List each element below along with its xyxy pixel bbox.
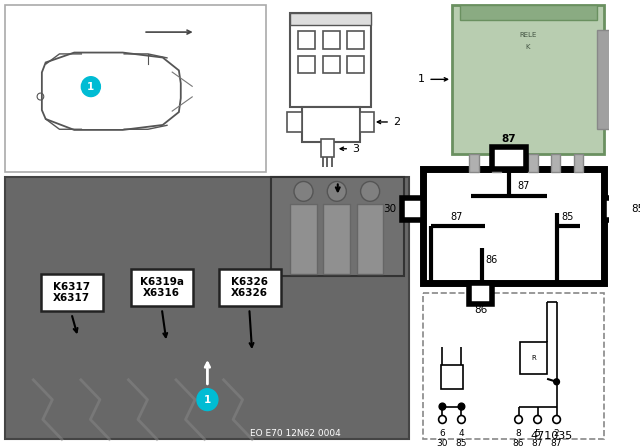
Bar: [348, 56, 364, 73]
Text: 3: 3: [353, 144, 359, 154]
Bar: [298, 56, 315, 73]
Bar: [323, 56, 340, 73]
Circle shape: [554, 379, 559, 385]
Circle shape: [534, 415, 541, 423]
Bar: [4, 177, 409, 439]
Text: RELE: RELE: [520, 32, 537, 38]
Bar: [469, 154, 479, 172]
Circle shape: [81, 77, 100, 97]
Bar: [298, 31, 315, 48]
Bar: [551, 154, 561, 172]
Bar: [290, 204, 317, 274]
Text: K6317
X6317: K6317 X6317: [52, 282, 90, 303]
Circle shape: [197, 389, 218, 410]
Circle shape: [553, 415, 561, 423]
Text: 87: 87: [451, 212, 463, 222]
Bar: [348, 31, 364, 48]
Text: 85: 85: [631, 204, 640, 214]
Bar: [492, 147, 526, 168]
Polygon shape: [42, 52, 180, 130]
Bar: [290, 13, 371, 107]
Bar: [469, 283, 492, 305]
Text: 30: 30: [383, 204, 397, 214]
Text: 85: 85: [562, 212, 574, 222]
Circle shape: [294, 181, 313, 201]
Bar: [424, 168, 604, 283]
Text: 4: 4: [459, 429, 464, 438]
Text: 5: 5: [534, 429, 540, 438]
Bar: [131, 269, 193, 306]
Bar: [440, 365, 463, 389]
Circle shape: [438, 415, 446, 423]
Text: 8: 8: [516, 429, 522, 438]
Bar: [219, 269, 281, 306]
Text: 87: 87: [551, 439, 563, 448]
Bar: [596, 30, 618, 129]
Bar: [356, 204, 383, 274]
Bar: [323, 204, 350, 274]
Circle shape: [458, 403, 465, 410]
Circle shape: [439, 403, 445, 410]
Text: 86: 86: [474, 306, 487, 315]
Text: 87: 87: [532, 439, 543, 448]
Text: 1: 1: [87, 82, 95, 92]
Text: 1: 1: [204, 395, 211, 405]
Bar: [403, 198, 424, 220]
Bar: [460, 5, 596, 20]
Bar: [271, 177, 404, 276]
Text: 6: 6: [440, 429, 445, 438]
Text: 87: 87: [517, 181, 529, 191]
Text: K6319a
X6316: K6319a X6316: [140, 277, 184, 298]
Text: K6326
X6326: K6326 X6326: [231, 277, 268, 298]
Circle shape: [458, 415, 465, 423]
Bar: [360, 112, 374, 132]
Bar: [4, 5, 266, 172]
Text: 1: 1: [418, 74, 425, 84]
Text: 471035: 471035: [531, 431, 573, 441]
Bar: [41, 274, 103, 311]
Text: EO E70 12N62 0004: EO E70 12N62 0004: [250, 429, 340, 438]
Bar: [573, 154, 583, 172]
Circle shape: [327, 181, 346, 201]
Text: K: K: [526, 43, 531, 50]
Bar: [528, 154, 538, 172]
Bar: [290, 13, 371, 25]
Text: 85: 85: [456, 439, 467, 448]
Text: R: R: [531, 355, 536, 361]
Bar: [287, 112, 301, 132]
Bar: [301, 107, 360, 142]
Text: 86: 86: [513, 439, 524, 448]
Bar: [321, 139, 334, 157]
Text: 2: 2: [393, 117, 400, 127]
Circle shape: [360, 181, 380, 201]
Bar: [520, 342, 547, 374]
Bar: [452, 5, 604, 154]
Circle shape: [515, 415, 522, 423]
Text: 30: 30: [436, 439, 448, 448]
Bar: [424, 293, 604, 439]
Bar: [604, 198, 625, 220]
Text: 2: 2: [554, 429, 559, 438]
Bar: [323, 31, 340, 48]
Text: 87: 87: [502, 134, 516, 144]
Text: 86: 86: [486, 255, 498, 265]
Bar: [492, 154, 501, 172]
